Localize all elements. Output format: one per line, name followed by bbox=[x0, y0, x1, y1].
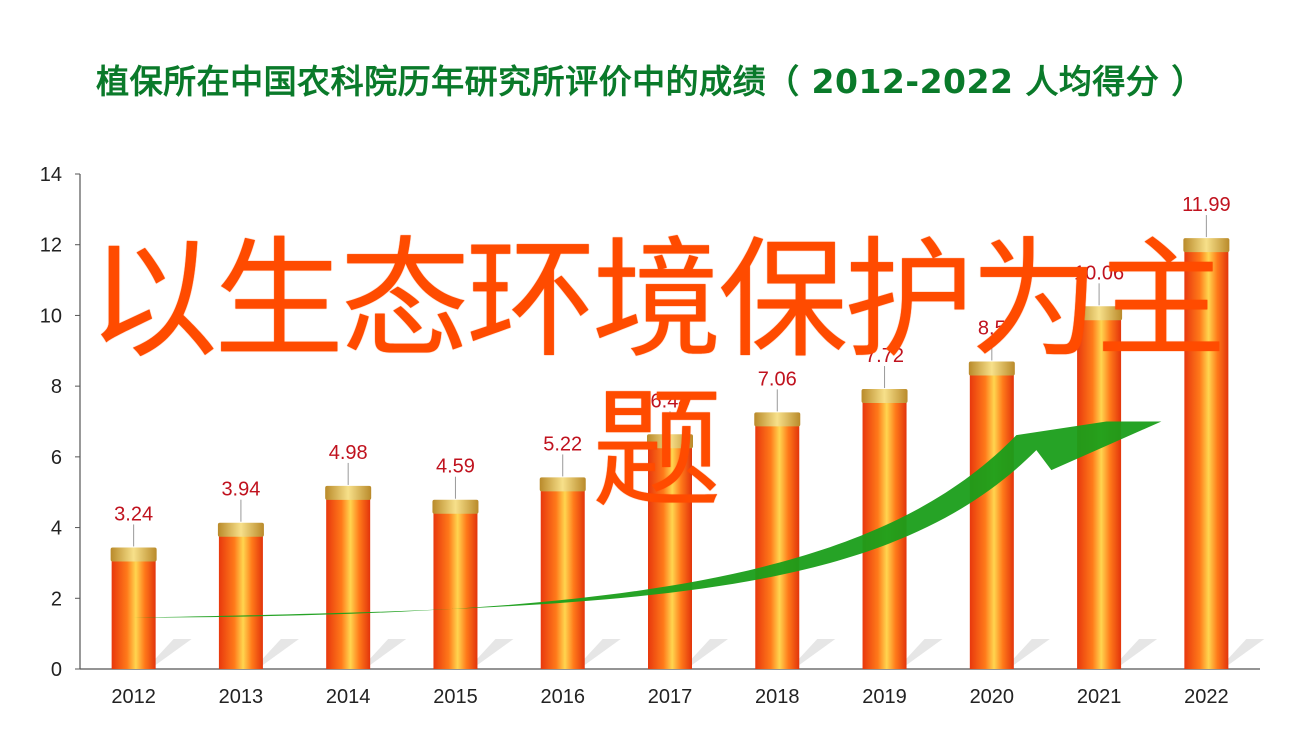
bar-2017 bbox=[648, 441, 692, 669]
trend-arrow bbox=[133, 421, 1162, 618]
bar-cap bbox=[217, 522, 264, 537]
bar-shadow bbox=[900, 639, 943, 665]
data-label: 4.98 bbox=[329, 442, 368, 464]
overlay-banner-text: 以生态环境保护为主题 bbox=[87, 224, 1226, 526]
y-tick-label: 6 bbox=[51, 447, 62, 469]
bar-cap bbox=[1183, 238, 1230, 253]
bar-cap bbox=[325, 485, 372, 500]
y-tick-label: 12 bbox=[40, 235, 62, 257]
data-label: 7.72 bbox=[865, 345, 904, 367]
bar-cap bbox=[754, 412, 801, 427]
bar-shadow bbox=[149, 639, 192, 665]
y-tick-label: 14 bbox=[40, 164, 62, 186]
x-tick-label: 2020 bbox=[970, 686, 1015, 708]
bar-2018 bbox=[755, 419, 800, 669]
x-tick-label: 2019 bbox=[862, 686, 907, 708]
bar-shadow bbox=[1222, 639, 1265, 665]
bar-cap bbox=[432, 499, 479, 514]
bar-2016 bbox=[540, 484, 585, 669]
data-label: 10.06 bbox=[1074, 262, 1124, 284]
x-tick-label: 2021 bbox=[1077, 686, 1122, 708]
x-tick-label: 2013 bbox=[219, 686, 264, 708]
y-tick-label: 0 bbox=[51, 659, 62, 681]
bar-cap bbox=[539, 477, 586, 492]
x-tick-label: 2018 bbox=[755, 686, 800, 708]
y-tick-label: 10 bbox=[40, 305, 62, 327]
bar-cap bbox=[968, 361, 1015, 376]
x-tick-label: 2014 bbox=[326, 686, 371, 708]
bar-2012 bbox=[111, 554, 156, 669]
bar-cap bbox=[647, 434, 693, 449]
bar-shadow bbox=[1115, 639, 1158, 665]
x-tick-label: 2012 bbox=[111, 686, 156, 708]
data-label: 5.22 bbox=[543, 433, 582, 455]
bar-shadow bbox=[1007, 639, 1050, 665]
y-tick-label: 4 bbox=[51, 518, 62, 540]
chart-title: 植保所在中国农科院历年研究所评价中的成绩（ 2012-2022 人均得分 ） bbox=[96, 62, 1205, 101]
bar-cap bbox=[110, 547, 157, 562]
data-label: 6.44 bbox=[651, 390, 690, 412]
data-label: 3.24 bbox=[114, 503, 153, 525]
bar-cap bbox=[1076, 306, 1123, 321]
data-label: 8.5 bbox=[978, 317, 1006, 339]
bar-2015 bbox=[433, 506, 478, 669]
x-tick-label: 2022 bbox=[1184, 686, 1229, 708]
bar-2021 bbox=[1077, 313, 1122, 669]
y-tick-label: 8 bbox=[51, 376, 62, 398]
bar-shadow bbox=[471, 639, 514, 665]
x-tick-label: 2017 bbox=[648, 686, 693, 708]
y-tick-label: 2 bbox=[51, 588, 62, 610]
bar-shadow bbox=[256, 639, 299, 665]
bar-cap bbox=[861, 389, 908, 404]
x-tick-label: 2015 bbox=[433, 686, 478, 708]
bar-2014 bbox=[326, 492, 371, 669]
bar-2013 bbox=[218, 529, 263, 669]
data-label: 7.06 bbox=[758, 368, 797, 390]
bar-shadow bbox=[578, 639, 621, 665]
data-label: 3.94 bbox=[221, 479, 260, 501]
bar-shadow bbox=[686, 639, 728, 665]
x-tick-label: 2016 bbox=[540, 686, 585, 708]
bar-shadow bbox=[793, 639, 836, 665]
data-label: 4.59 bbox=[436, 456, 475, 478]
bar-2020 bbox=[969, 368, 1014, 669]
bar-2022 bbox=[1184, 245, 1229, 669]
bar-shadow bbox=[364, 639, 407, 665]
data-label: 11.99 bbox=[1182, 194, 1231, 216]
